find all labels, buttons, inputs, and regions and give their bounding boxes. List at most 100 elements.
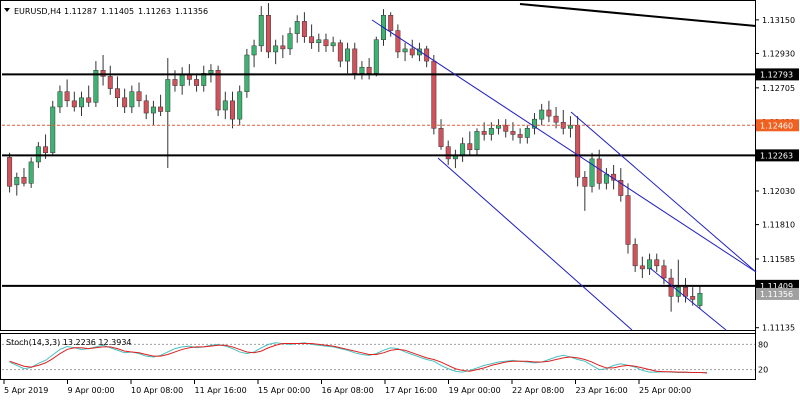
candle (438, 119, 444, 150)
candle-body (107, 76, 113, 89)
candle-body (294, 21, 300, 34)
candle-body (639, 265, 645, 270)
candle-body (201, 73, 207, 86)
candle (28, 157, 34, 188)
candle-body (467, 143, 473, 150)
candle-body (603, 173, 609, 184)
candle (222, 91, 228, 120)
candle (625, 183, 631, 254)
candle (668, 268, 674, 312)
candle (100, 55, 106, 86)
candle (345, 42, 351, 74)
candle (560, 110, 566, 135)
candle (546, 100, 552, 123)
stochastic-signal-line (9, 343, 708, 374)
time-tick-label: 9 Apr 00:00 (68, 386, 115, 395)
candle-body (143, 100, 149, 114)
stochastic-oscillator: 80 20 (2, 340, 768, 375)
ohlc-low: 1.11263 (138, 7, 171, 16)
candle (294, 15, 300, 43)
candle (287, 27, 293, 55)
price-tick-label: 1.12705 (762, 84, 795, 93)
candle-body (114, 88, 120, 99)
time-tick-label: 15 Apr 00:00 (258, 386, 310, 395)
candle-body (409, 48, 415, 56)
chevron-down-icon[interactable] (4, 8, 10, 12)
candle (237, 85, 243, 126)
candle (618, 168, 624, 202)
candle-body (373, 39, 379, 74)
candle-body (330, 42, 336, 47)
candle-body (474, 131, 480, 150)
candle (122, 88, 128, 114)
candle-body (194, 79, 200, 86)
candle-body (488, 128, 494, 135)
candle (603, 168, 609, 190)
candle (244, 48, 250, 98)
candle (114, 76, 120, 107)
candle-body (431, 60, 437, 129)
candle-body (460, 143, 466, 157)
candle (416, 42, 422, 62)
candle-body (625, 195, 631, 245)
candle-body (352, 48, 358, 74)
candle-body (510, 131, 516, 135)
time-tick-label: 25 Apr 00:00 (639, 386, 691, 395)
candle (373, 36, 379, 77)
time-axis: 5 Apr 2019 9 Apr 00:00 10 Apr 08:00 11 Apr … (3, 380, 691, 395)
current-price-tag-label: 1.11356 (760, 290, 793, 299)
candle-body (309, 36, 315, 44)
ohlc-high: 1.11405 (101, 7, 134, 16)
candle-body (618, 180, 624, 196)
oscillator-level-label: 80 (758, 340, 768, 349)
candle-body (280, 45, 286, 50)
candle-body (50, 106, 56, 154)
candle-body (150, 106, 156, 114)
oscillator-level-label: 20 (758, 366, 768, 375)
candle (409, 39, 415, 59)
candle (445, 140, 451, 165)
candle-body (71, 100, 77, 108)
candle-body (690, 296, 696, 300)
candle (352, 42, 358, 80)
candle-body (345, 48, 351, 62)
candles-layer (7, 3, 703, 312)
candle (273, 39, 279, 65)
candle-body (632, 244, 638, 267)
candle-body (57, 91, 63, 108)
candle-body (86, 97, 92, 103)
candle (86, 85, 92, 107)
candle-body (395, 30, 401, 53)
candle-body (654, 259, 660, 267)
candle-body (366, 66, 372, 74)
candle-body (265, 15, 271, 53)
candle-body (21, 176, 27, 184)
candle (323, 33, 329, 52)
candle (524, 125, 530, 144)
candle-body (28, 161, 34, 184)
candle (230, 91, 235, 129)
candle (93, 61, 99, 107)
candle-body (424, 48, 430, 62)
candle-body (582, 176, 588, 187)
candle (258, 6, 264, 52)
candle-body (575, 125, 581, 178)
time-tick-label: 16 Apr 08:00 (322, 386, 374, 395)
candle (424, 45, 430, 68)
dashed-level-price-tag-label: 1.12460 (760, 121, 793, 130)
candle (129, 85, 135, 114)
candle (215, 65, 221, 117)
candle (366, 58, 372, 80)
candle (359, 61, 365, 80)
candle-body (553, 115, 559, 123)
candle (150, 100, 156, 126)
candle (402, 42, 408, 62)
candle (452, 149, 458, 169)
dashed-level-price-tag-bg (756, 119, 799, 132)
candle-body (165, 79, 171, 112)
level-price-tag-bg (756, 68, 799, 81)
candle-body (215, 70, 221, 111)
candle (79, 91, 84, 117)
